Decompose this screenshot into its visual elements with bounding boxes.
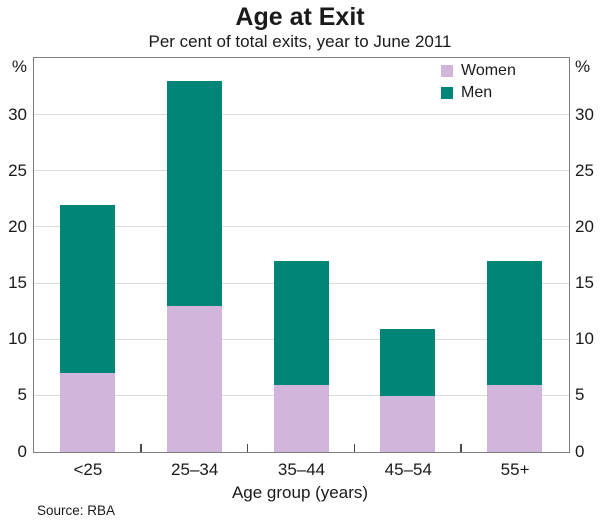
legend-label-women: Women	[461, 62, 516, 79]
y-tick-label-left-10: 10	[8, 329, 27, 349]
x-axis-boundary-tick	[353, 444, 356, 452]
plot-area	[33, 57, 570, 453]
x-axis-title: Age group (years)	[231, 483, 369, 502]
y-tick-label-right-30: 30	[575, 104, 594, 124]
y-axis-unit-left: %	[11, 57, 27, 76]
y-tick-label-right-5: 5	[575, 385, 585, 405]
bar-35–44-men	[273, 261, 329, 385]
x-tick-label-5: 55+	[500, 460, 530, 479]
y-tick-label-left-20: 20	[8, 216, 27, 236]
y-tick-label-left-15: 15	[8, 273, 27, 293]
x-axis-boundary-tick	[460, 444, 462, 452]
chart-title: Age at Exit	[235, 3, 365, 31]
y-tick-label-right-15: 15	[575, 273, 594, 293]
y-tick-label-left-25: 25	[8, 160, 27, 180]
bar-25–34-women	[166, 306, 222, 452]
x-axis-boundary-tick	[140, 444, 142, 452]
bar-55+-women	[487, 384, 543, 452]
x-tick-label-2: 25–34	[171, 460, 219, 479]
gridline-30	[34, 114, 569, 116]
bar-35–44-women	[273, 384, 329, 452]
y-tick-label-right-20: 20	[575, 216, 594, 236]
legend: Women Men	[441, 60, 516, 104]
y-tick-label-right-10: 10	[575, 329, 594, 349]
legend-item-men: Men	[441, 82, 516, 104]
chart-subtitle: Per cent of total exits, year to June 20…	[148, 32, 452, 51]
y-axis-unit-right: %	[575, 57, 591, 76]
y-tick-label-left-5: 5	[17, 385, 27, 405]
x-tick-label-4: 45–54	[384, 460, 432, 479]
gridline-25	[34, 170, 569, 172]
bar-<25-men	[59, 204, 115, 374]
y-tick-label-right-25: 25	[575, 160, 594, 180]
source-note: Source: RBA	[37, 503, 116, 518]
bar-<25-women	[59, 373, 115, 452]
gridline-20	[34, 226, 569, 228]
y-tick-label-left-0: 0	[17, 441, 27, 461]
legend-swatch-women	[441, 65, 453, 77]
bar-55+-men	[487, 261, 543, 385]
x-axis-boundary-tick	[246, 444, 249, 452]
bar-25–34-men	[166, 81, 222, 307]
x-tick-label-1: <25	[73, 460, 103, 479]
legend-item-women: Women	[441, 60, 516, 82]
legend-label-men: Men	[461, 84, 493, 101]
y-tick-label-right-0: 0	[575, 441, 585, 461]
bar-45–54-men	[380, 328, 436, 396]
bar-45–54-women	[380, 395, 436, 452]
legend-swatch-men	[441, 87, 453, 99]
x-tick-label-3: 35–44	[277, 460, 326, 479]
y-tick-label-left-30: 30	[8, 104, 27, 124]
